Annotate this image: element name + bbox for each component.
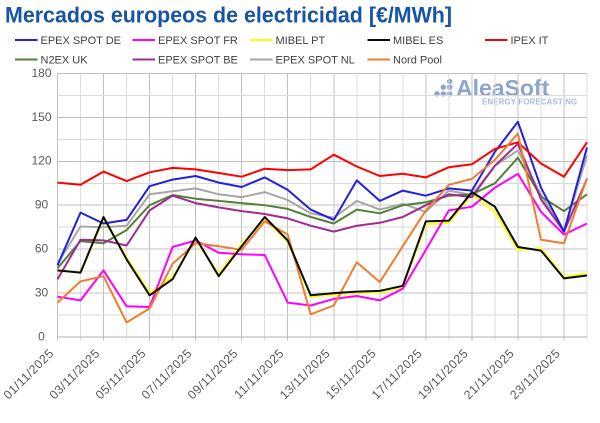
svg-text:MIBEL ES: MIBEL ES xyxy=(393,35,443,47)
svg-text:EPEX SPOT FR: EPEX SPOT FR xyxy=(158,35,238,47)
svg-text:EPEX SPOT BE: EPEX SPOT BE xyxy=(158,54,238,66)
svg-text:180: 180 xyxy=(31,66,51,80)
svg-text:120: 120 xyxy=(31,154,51,168)
svg-text:150: 150 xyxy=(31,110,51,124)
svg-text:IPEX IT: IPEX IT xyxy=(511,35,549,47)
svg-text:MIBEL PT: MIBEL PT xyxy=(276,35,326,47)
svg-text:30: 30 xyxy=(35,286,49,300)
svg-text:N2EX UK: N2EX UK xyxy=(41,54,89,66)
svg-text:EPEX SPOT DE: EPEX SPOT DE xyxy=(41,35,122,47)
svg-text:60: 60 xyxy=(35,242,49,256)
svg-text:Nord Pool: Nord Pool xyxy=(393,54,442,66)
svg-text:Mercados europeos de electrici: Mercados europeos de electricidad [€/MWh… xyxy=(5,3,452,28)
svg-text:90: 90 xyxy=(35,198,49,212)
svg-text:EPEX SPOT NL: EPEX SPOT NL xyxy=(276,54,355,66)
svg-text:0: 0 xyxy=(38,329,45,343)
svg-text:ENERGY FORECASTING: ENERGY FORECASTING xyxy=(482,98,577,107)
